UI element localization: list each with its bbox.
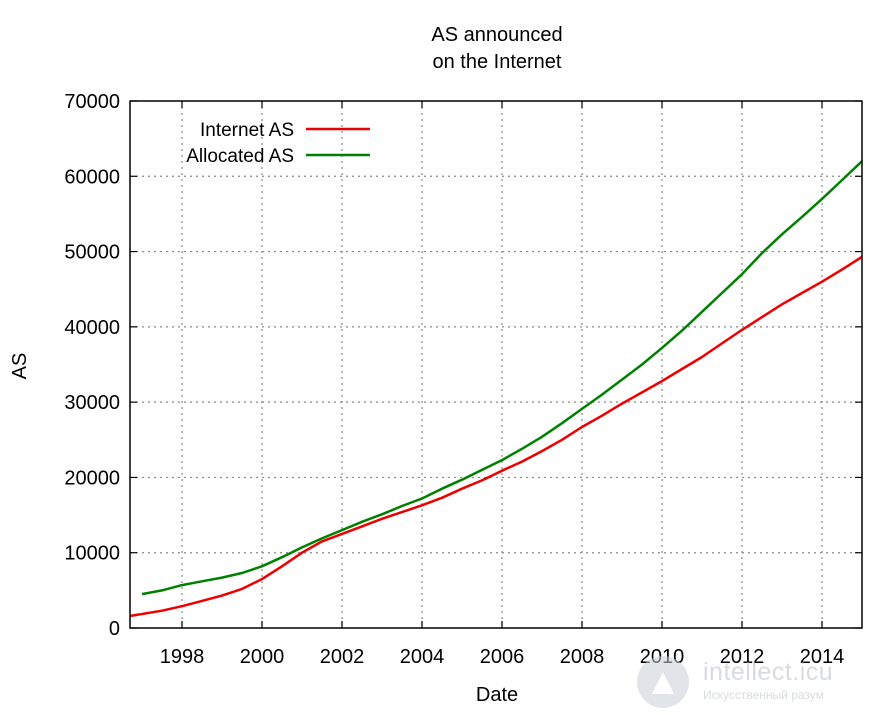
series-layer: [129, 160, 863, 618]
x-tick-label: 2002: [320, 646, 365, 668]
chart-title-line-1: AS announced: [431, 24, 562, 46]
watermark-subtext: Искусственный разум: [703, 688, 824, 702]
gridlines: [130, 101, 862, 628]
series-line-allocated-as: [141, 160, 863, 596]
x-tick-label: 2014: [800, 646, 845, 668]
y-tick-label: 40000: [64, 317, 120, 339]
y-tick-label: 70000: [64, 91, 120, 113]
y-tick-label: 30000: [64, 392, 120, 414]
chart-title: AS announced on the Internet: [431, 24, 562, 73]
watermark: intellect.icu Искусственный разум: [637, 652, 877, 708]
watermark-text: intellect.icu: [703, 658, 834, 686]
x-tick-label: 1998: [160, 646, 205, 668]
y-axis-label: AS: [9, 353, 31, 380]
x-tick-label: 2012: [720, 646, 765, 668]
legend-label-allocated-as: Allocated AS: [186, 146, 294, 167]
x-tick-label: 2000: [240, 646, 285, 668]
legend: Internet AS Allocated AS: [186, 120, 370, 167]
y-tick-label: 20000: [64, 467, 120, 489]
y-tick-label: 50000: [64, 242, 120, 264]
chart-title-line-2: on the Internet: [433, 51, 562, 73]
legend-label-internet-as: Internet AS: [200, 120, 294, 141]
x-axis-label: Date: [476, 684, 518, 706]
series-line-internet-as: [129, 255, 863, 618]
x-tick-label: 2008: [560, 646, 605, 668]
y-tick-label: 10000: [64, 543, 120, 565]
axis-ticks: 1998200020022004200620082010201220140100…: [64, 91, 862, 668]
y-tick-label: 60000: [64, 166, 120, 188]
plot-frame: [129, 100, 863, 629]
y-tick-label: 0: [109, 618, 120, 640]
x-tick-label: 2004: [400, 646, 445, 668]
watermark-logo-icon: [637, 656, 689, 708]
x-tick-label: 2006: [480, 646, 525, 668]
